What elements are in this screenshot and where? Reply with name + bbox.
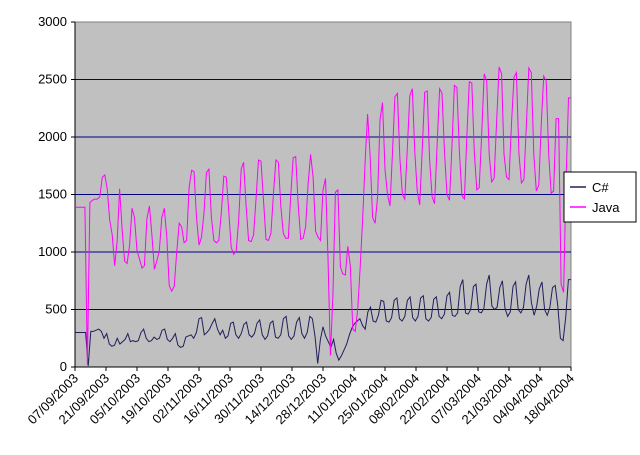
legend: C# Java bbox=[563, 171, 637, 223]
series-line-0 bbox=[75, 274, 571, 366]
y-tick-label: 0 bbox=[60, 359, 67, 374]
legend-label-1: Java bbox=[592, 200, 620, 215]
y-tick-label: 3000 bbox=[38, 14, 67, 29]
x-tick-labels: 07/09/200321/09/200305/10/200319/10/2003… bbox=[24, 371, 577, 428]
y-tick-label: 500 bbox=[45, 302, 67, 317]
y-tick-labels: 0 500 1000 1500 2000 2500 3000 bbox=[38, 14, 67, 374]
series-line-1 bbox=[75, 66, 571, 365]
y-tick-label: 2000 bbox=[38, 129, 67, 144]
y-tick-label: 1500 bbox=[38, 187, 67, 202]
axes bbox=[74, 22, 572, 371]
series-lines bbox=[75, 66, 571, 366]
legend-label-0: C# bbox=[592, 180, 609, 195]
y-tick-label: 1000 bbox=[38, 244, 67, 259]
legend-box bbox=[563, 171, 637, 223]
y-tick-label: 2500 bbox=[38, 72, 67, 87]
